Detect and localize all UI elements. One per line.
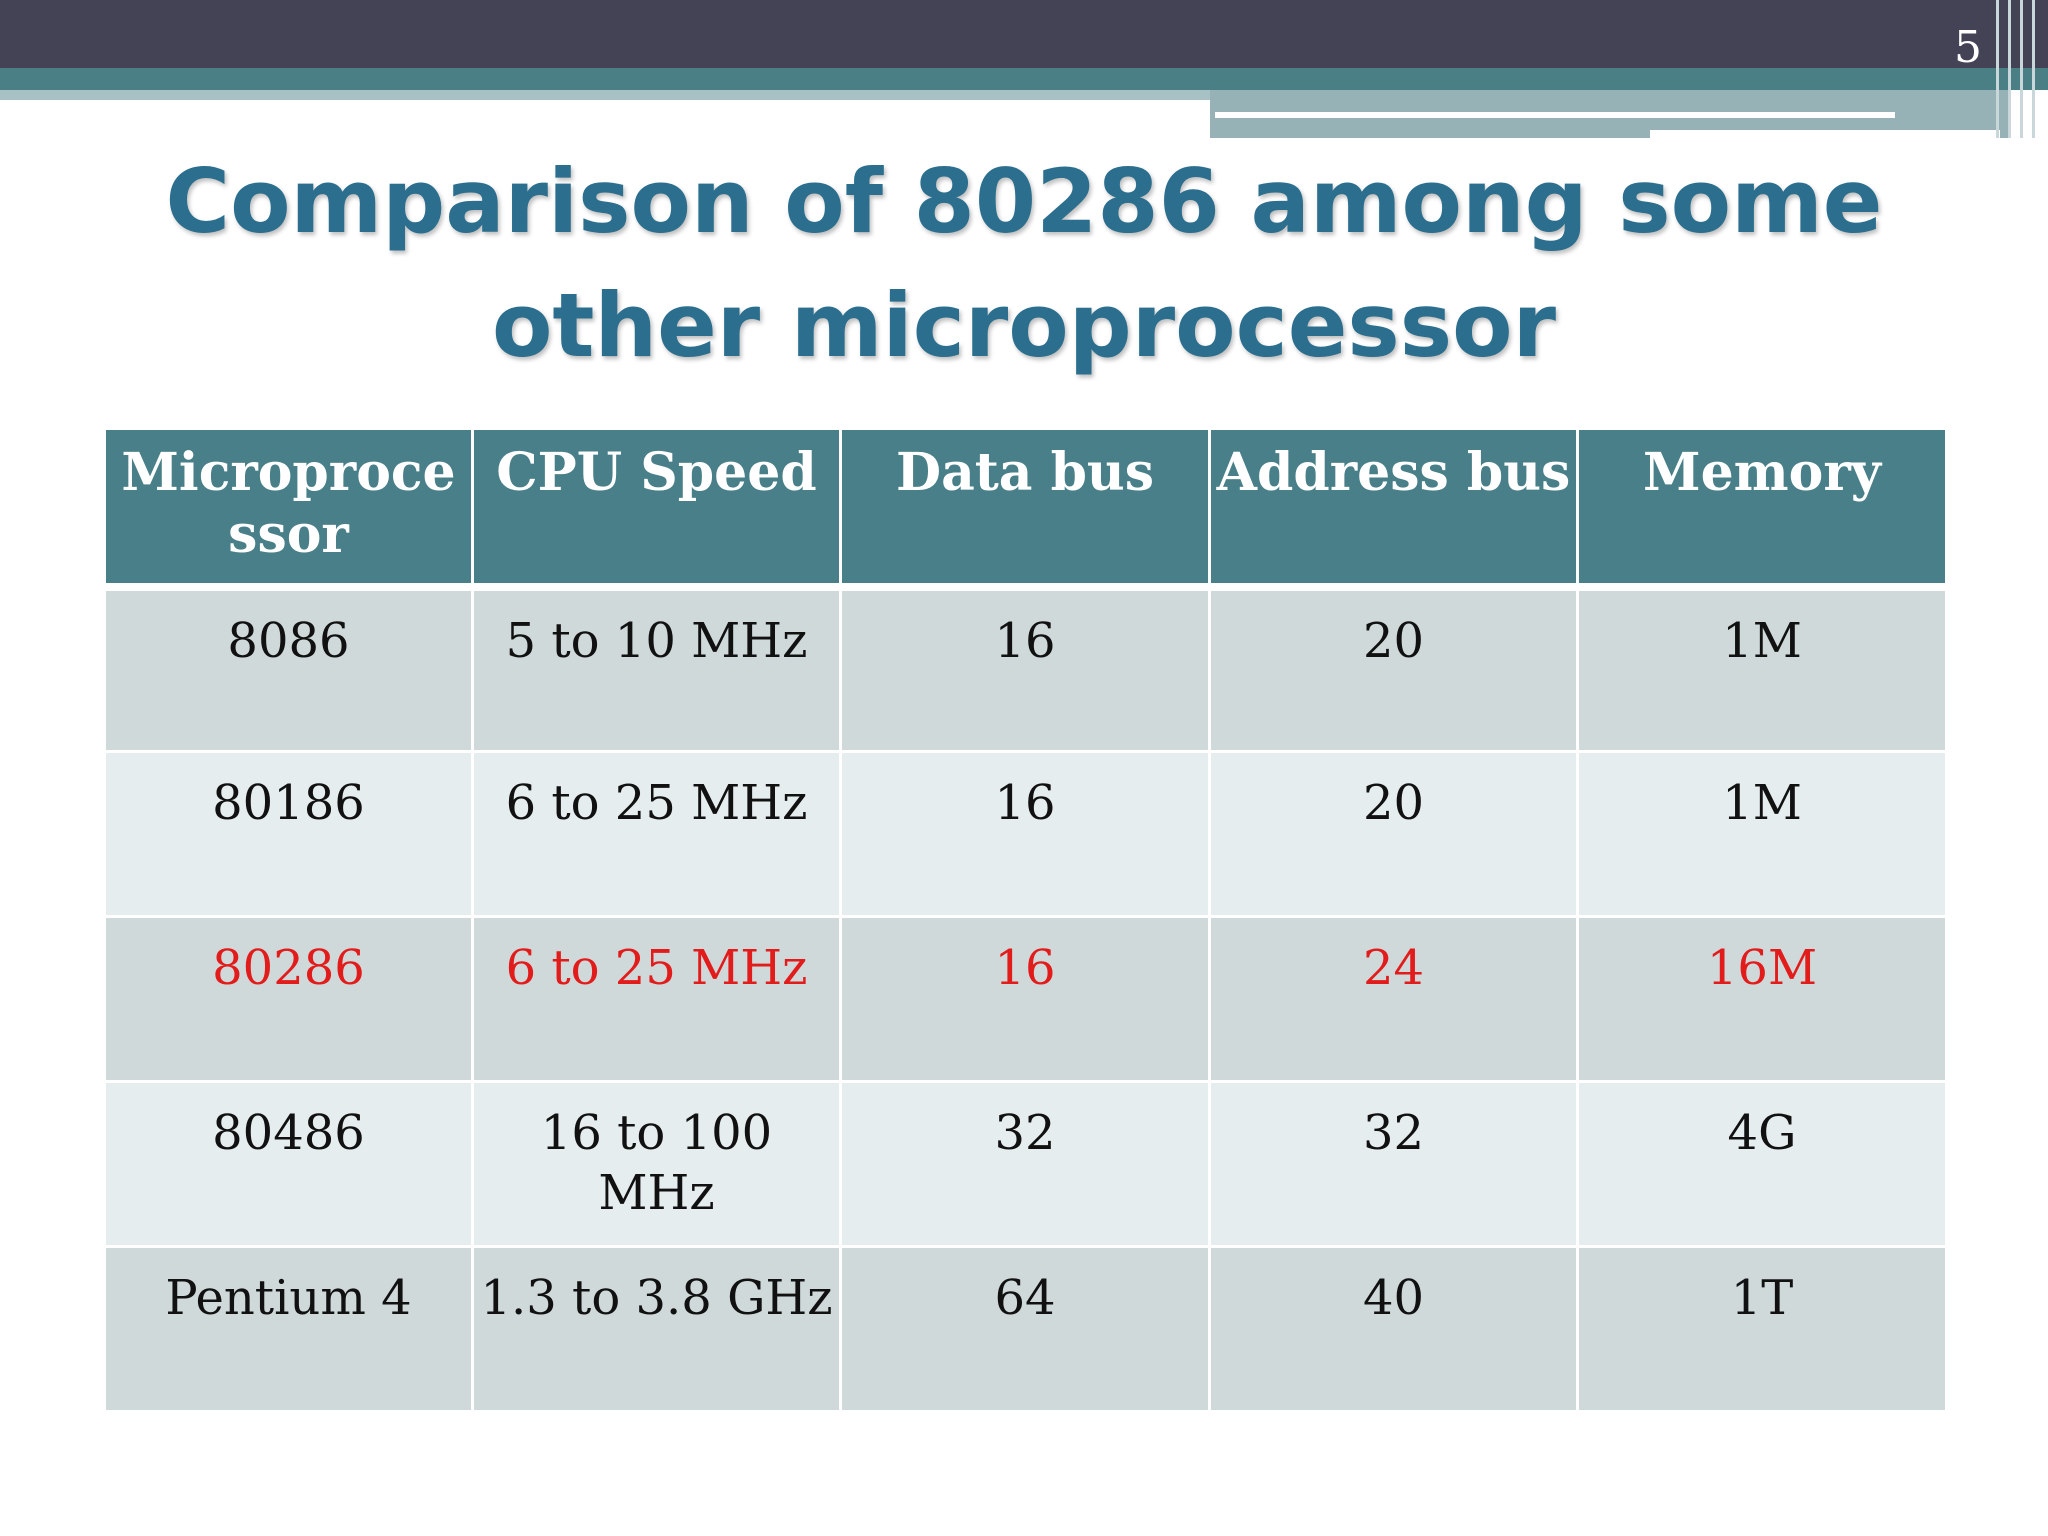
cell-address-bus: 20	[1208, 750, 1579, 918]
table-row: 80186 6 to 25 MHz 16 20 1M	[103, 750, 1948, 918]
comparison-table: Microproce ssor CPU Speed Data bus Addre…	[103, 427, 1948, 1413]
cell-cpu-speed: 6 to 25 MHz	[471, 750, 842, 918]
table-row: 8086 5 to 10 MHz 16 20 1M	[103, 585, 1948, 753]
header-cpu-speed: CPU Speed	[471, 427, 842, 588]
cell-memory: 16M	[1576, 915, 1948, 1083]
cell-data-bus: 16	[839, 585, 1211, 753]
header-data-bus: Data bus	[839, 427, 1211, 588]
decorative-line	[1215, 112, 1895, 118]
table-header-row: Microproce ssor CPU Speed Data bus Addre…	[103, 427, 1948, 588]
header-microprocessor: Microproce ssor	[103, 427, 474, 588]
decorative-vertical-bars	[1988, 0, 2048, 138]
slide-title-line-2: other microprocessor	[491, 274, 1557, 377]
cell-data-bus: 64	[839, 1245, 1211, 1413]
cell-microprocessor: 8086	[103, 585, 474, 753]
slide-number: 5	[1954, 22, 1982, 73]
table-row-highlighted: 80286 6 to 25 MHz 16 24 16M	[103, 915, 1948, 1083]
cell-cpu-speed: 1.3 to 3.8 GHz	[471, 1245, 842, 1413]
cell-address-bus: 32	[1208, 1080, 1579, 1248]
cell-memory: 4G	[1576, 1080, 1948, 1248]
cell-data-bus: 16	[839, 750, 1211, 918]
cell-microprocessor: Pentium 4	[103, 1245, 474, 1413]
top-band-teal	[0, 68, 2048, 90]
cell-address-bus: 20	[1208, 585, 1579, 753]
header-address-bus: Address bus	[1208, 427, 1579, 588]
table-row: 80486 16 to 100 MHz 32 32 4G	[103, 1080, 1948, 1248]
cell-address-bus: 40	[1208, 1245, 1579, 1413]
cell-microprocessor: 80186	[103, 750, 474, 918]
slide-title-line-1: Comparison of 80286 among some	[165, 150, 1883, 253]
cell-cpu-speed: 5 to 10 MHz	[471, 585, 842, 753]
top-band-light	[0, 90, 1210, 100]
slide-title: Comparison of 80286 among some other mic…	[0, 140, 2048, 388]
cell-cpu-speed: 16 to 100 MHz	[471, 1080, 842, 1248]
cell-microprocessor: 80486	[103, 1080, 474, 1248]
cell-microprocessor: 80286	[103, 915, 474, 1083]
cell-data-bus: 16	[839, 915, 1211, 1083]
cell-memory: 1M	[1576, 750, 1948, 918]
top-band-dark	[0, 0, 2048, 68]
header-memory: Memory	[1576, 427, 1948, 588]
cell-address-bus: 24	[1208, 915, 1579, 1083]
cell-cpu-speed: 6 to 25 MHz	[471, 915, 842, 1083]
cell-memory: 1T	[1576, 1245, 1948, 1413]
table-row: Pentium 4 1.3 to 3.8 GHz 64 40 1T	[103, 1245, 1948, 1413]
cell-data-bus: 32	[839, 1080, 1211, 1248]
cell-memory: 1M	[1576, 585, 1948, 753]
decorative-line	[1650, 130, 2000, 138]
